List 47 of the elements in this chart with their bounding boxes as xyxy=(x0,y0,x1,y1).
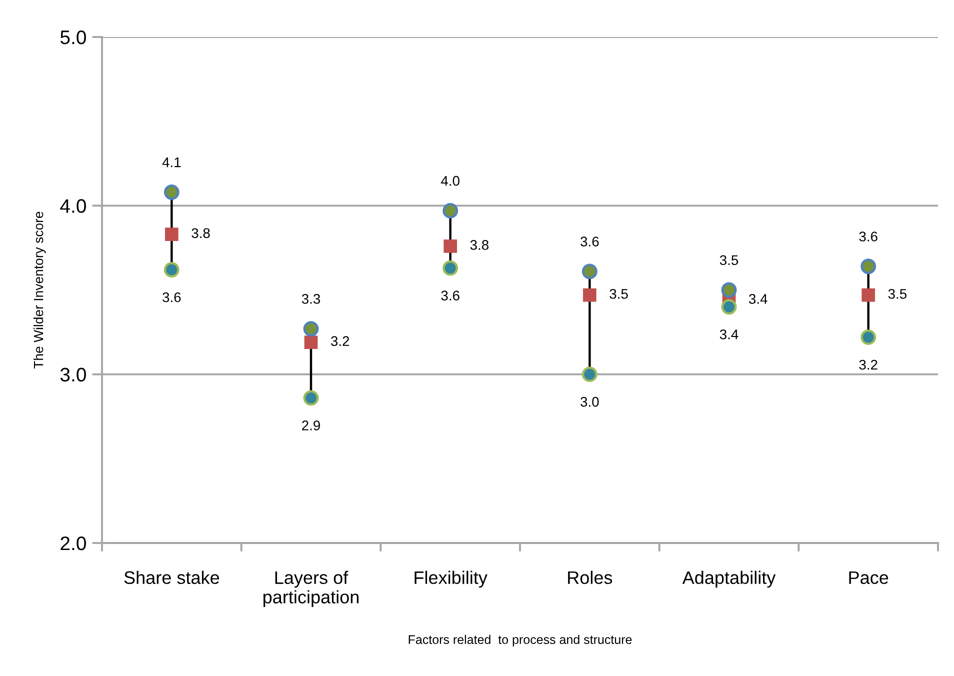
data-label: 3.2 xyxy=(330,336,350,346)
data-label: 4.1 xyxy=(162,158,181,168)
x-tick-label: Flexibility xyxy=(414,570,488,588)
data-label: 3.6 xyxy=(441,290,460,300)
data-label: 3.6 xyxy=(162,292,181,302)
data-label: 3.0 xyxy=(580,396,599,407)
point xyxy=(862,288,875,302)
data-label: 3.5 xyxy=(610,288,628,299)
data-label: 2.9 xyxy=(302,420,320,430)
point xyxy=(860,330,876,345)
data-label: 3.4 xyxy=(720,329,738,340)
x-tick-label: Layers of participation xyxy=(263,570,359,608)
data-label: 3.8 xyxy=(192,228,210,238)
y-tick-label: 2.0 xyxy=(60,536,86,550)
point xyxy=(165,228,178,242)
point xyxy=(860,258,876,274)
point xyxy=(721,299,737,315)
data-label: 3.6 xyxy=(580,236,599,246)
point xyxy=(164,262,180,278)
point xyxy=(304,336,318,349)
point xyxy=(164,184,180,200)
x-tick-label: Adaptability xyxy=(682,570,776,588)
data-label: 3.2 xyxy=(859,360,878,370)
point xyxy=(442,260,458,276)
data-label: 4.0 xyxy=(441,176,460,186)
y-tick-label: 5.0 xyxy=(60,30,86,44)
point xyxy=(583,288,596,302)
point xyxy=(721,282,737,298)
data-label: 3.6 xyxy=(859,232,878,242)
y-axis-title: The Wilder Inventory score xyxy=(34,212,46,369)
data-label: 3.4 xyxy=(748,294,768,304)
y-tick-label: 3.0 xyxy=(60,368,86,382)
x-tick-label: Pace xyxy=(849,571,888,584)
data-label: 3.8 xyxy=(470,240,488,250)
x-axis-title: Factors related to process and structure xyxy=(408,634,632,646)
point xyxy=(582,264,598,280)
point xyxy=(582,366,598,382)
x-tick-label: Share stake xyxy=(124,570,220,584)
data-label: 3.5 xyxy=(888,288,907,299)
data-label: 3.3 xyxy=(302,294,320,304)
point xyxy=(303,321,319,336)
data-label: 3.5 xyxy=(720,255,738,266)
point xyxy=(303,390,319,406)
point xyxy=(444,239,457,253)
x-tick-label: Roles xyxy=(568,570,612,584)
y-tick-label: 4.0 xyxy=(60,199,86,213)
point xyxy=(442,203,458,218)
